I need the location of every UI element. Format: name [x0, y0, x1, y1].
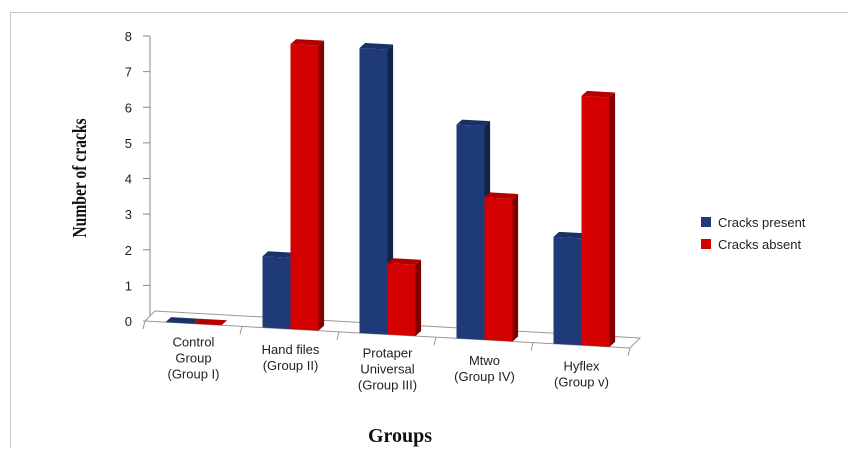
bars-layer: [165, 39, 616, 347]
bar-top: [387, 258, 422, 265]
x-tick-label-line: Hand files: [262, 342, 320, 357]
y-tick-label: 2: [125, 243, 132, 258]
bar-top: [553, 231, 588, 239]
y-tick-label: 0: [125, 314, 132, 329]
x-tick-label-line: Universal: [360, 362, 414, 377]
bar: [290, 39, 325, 331]
x-tick-label: Control Group (Group I): [167, 335, 219, 382]
bar-side: [415, 259, 422, 337]
bar-front: [553, 236, 582, 346]
bar-top: [484, 192, 519, 199]
x-tick: [530, 342, 534, 351]
y-tick-label: 1: [125, 278, 132, 293]
bar-front: [359, 47, 388, 335]
bar: [484, 192, 519, 342]
y-tick-label: 3: [125, 207, 132, 222]
x-tick: [142, 320, 146, 330]
bar: [581, 90, 616, 347]
x-tick-label: Hand files (Group II): [262, 342, 320, 373]
x-tick-label-line: (Group v): [554, 374, 609, 389]
bar-front: [456, 124, 485, 340]
bar-side: [609, 92, 616, 347]
x-tick-label-line: (Group II): [263, 358, 319, 373]
x-tick-label: Hyflex (Group v): [554, 358, 609, 389]
bar-top: [581, 90, 616, 98]
legend-swatch: [701, 217, 711, 227]
bar-side: [512, 193, 519, 342]
x-tick: [433, 337, 437, 346]
bar: [165, 317, 200, 324]
x-tick-label: Protaper Universal (Group III): [358, 346, 417, 393]
x-tick-label-line: Mtwo: [469, 353, 500, 368]
x-tick-label: Mtwo (Group IV): [454, 353, 515, 384]
x-tick-label-line: Protaper: [363, 346, 414, 361]
bar-top: [193, 318, 228, 326]
chart-frame: [10, 12, 848, 448]
x-axis-title: Groups: [368, 425, 432, 447]
y-tick-label: 5: [125, 136, 132, 151]
labels-layer: 0 1 2 3 4 5 6 7 8 Control Group (Group I) Hand files…: [125, 29, 609, 393]
bar-top: [290, 39, 325, 46]
x-tick-label-line: Control: [173, 335, 215, 350]
x-tick: [336, 331, 340, 340]
bar-front: [290, 44, 319, 331]
bar-top: [165, 317, 200, 324]
bar-side: [318, 40, 325, 331]
y-tick-label: 7: [125, 65, 132, 80]
bar-top: [262, 251, 297, 258]
bar-front: [484, 197, 513, 342]
y-tick-label: 8: [125, 29, 132, 44]
bar: [193, 318, 228, 326]
x-tick-label-line: Group: [175, 351, 211, 366]
x-tick-label-line: Hyflex: [563, 358, 600, 373]
x-tick-label-line: (Group IV): [454, 369, 515, 384]
bar-top: [359, 42, 394, 50]
x-tick-label-line: (Group I): [167, 367, 219, 382]
legend: Cracks present Cracks absent: [701, 215, 806, 252]
x-tick: [239, 326, 243, 335]
legend-label: Cracks present: [718, 215, 806, 230]
y-axis-title: Number of cracks: [68, 118, 90, 237]
bar-front: [387, 263, 416, 337]
y-tick-label: 6: [125, 100, 132, 115]
bar-front: [262, 256, 291, 330]
legend-label: Cracks absent: [718, 237, 801, 252]
legend-swatch: [701, 239, 711, 249]
bar-front: [581, 95, 610, 347]
x-tick-label-line: (Group III): [358, 378, 417, 393]
y-tick-label: 4: [125, 172, 132, 187]
bar-top: [456, 119, 491, 127]
x-tick: [627, 347, 631, 357]
bar: [387, 258, 422, 337]
